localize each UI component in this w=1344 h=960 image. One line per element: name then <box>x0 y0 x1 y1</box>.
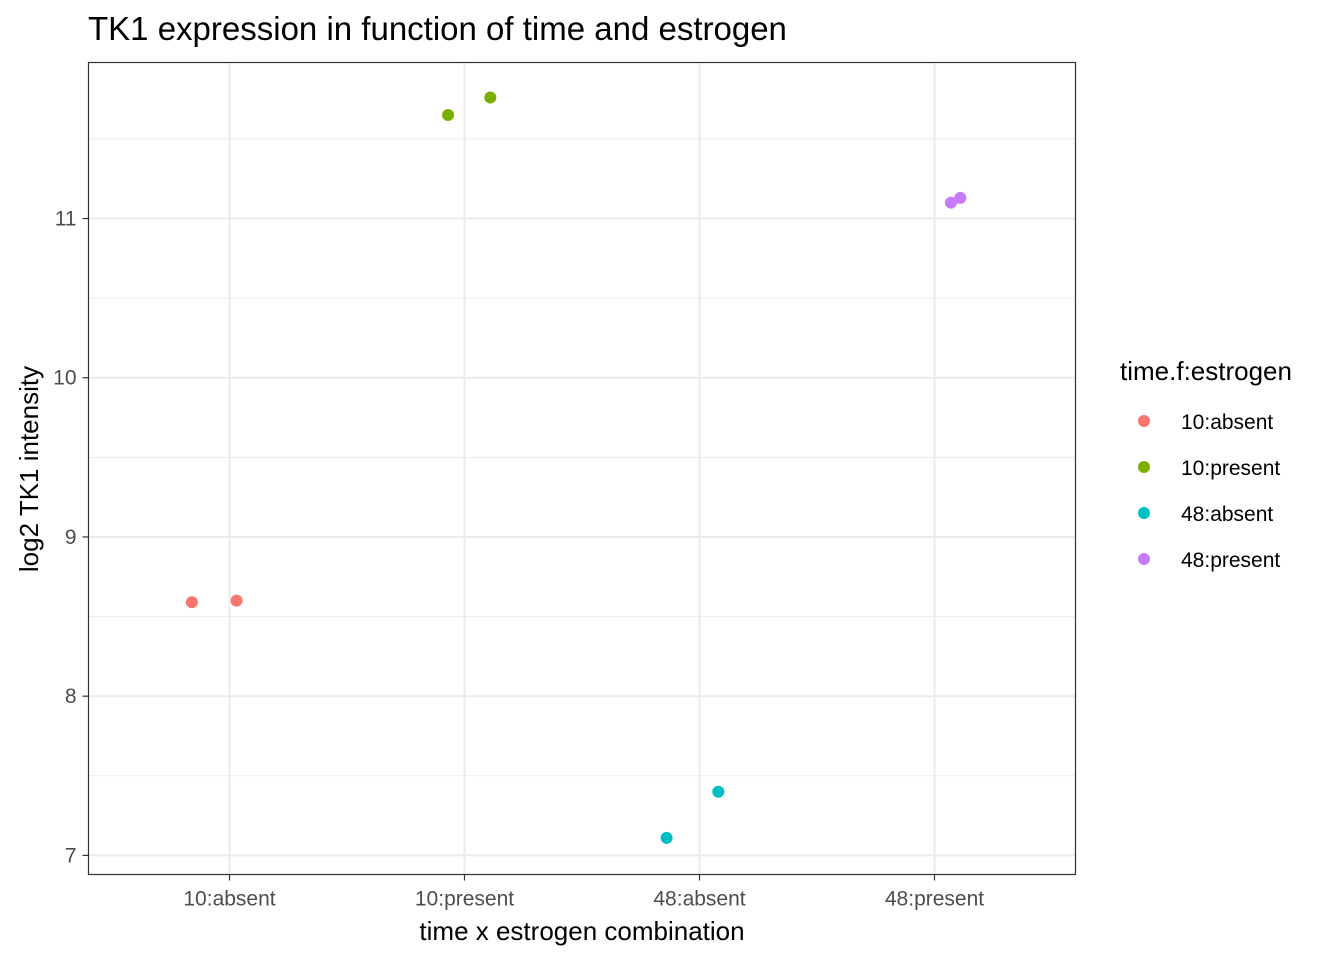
legend-key <box>1138 507 1150 519</box>
data-point <box>230 594 243 607</box>
gridlines <box>88 62 1076 875</box>
y-axis: 7 8 9 10 11 <box>53 208 89 867</box>
y-tick-label: 10 <box>53 367 76 390</box>
data-point <box>954 191 967 204</box>
legend-key <box>1138 461 1150 473</box>
data-point <box>442 109 455 122</box>
y-axis-title: log2 TK1 intensity <box>14 366 44 572</box>
legend-title: time.f:estrogen <box>1120 356 1292 386</box>
legend-key <box>1138 415 1150 427</box>
plot-border <box>87 61 1077 876</box>
y-tick-label: 9 <box>65 526 77 549</box>
x-tick-label: 48:absent <box>653 888 745 911</box>
chart-title: TK1 expression in function of time and e… <box>88 10 787 47</box>
y-tick-label: 8 <box>65 685 77 708</box>
legend-label: 10:present <box>1181 457 1280 480</box>
data-points <box>185 91 967 844</box>
y-tick-label: 11 <box>55 208 77 231</box>
legend-label: 48:present <box>1181 549 1280 572</box>
data-point <box>484 91 497 104</box>
data-point <box>712 785 725 798</box>
y-tick-label: 7 <box>65 844 77 867</box>
data-point <box>660 831 673 844</box>
x-axis: 10:absent 10:present 48:absent 48:present <box>183 874 984 911</box>
legend-label: 48:absent <box>1181 503 1273 526</box>
legend-label: 10:absent <box>1181 411 1273 434</box>
plot-panel <box>88 62 1076 875</box>
legend: time.f:estrogen 10:absent 10:present 48:ab… <box>1120 356 1292 572</box>
data-point <box>944 196 957 209</box>
legend-key <box>1138 553 1150 565</box>
x-tick-label: 48:present <box>885 888 984 911</box>
x-tick-label: 10:absent <box>183 888 275 911</box>
data-point <box>185 596 198 609</box>
x-axis-title: time x estrogen combination <box>419 916 744 946</box>
x-tick-label: 10:present <box>415 888 514 911</box>
